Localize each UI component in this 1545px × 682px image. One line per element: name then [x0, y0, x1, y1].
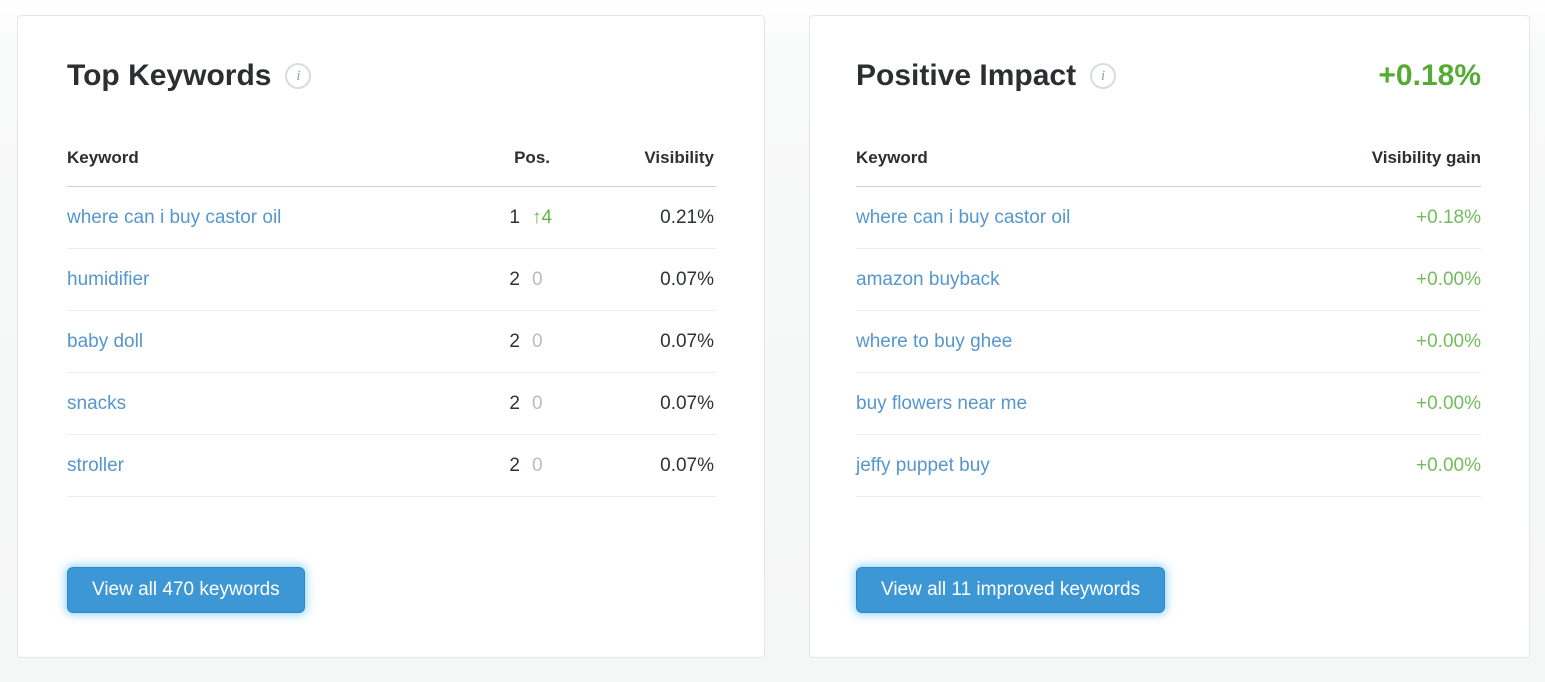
card-title: Top Keywords: [67, 59, 272, 92]
keyword-link[interactable]: jeffy puppet buy: [856, 454, 990, 476]
keyword-link[interactable]: humidifier: [67, 268, 150, 290]
table-row: where can i buy castor oil 1 ↑4 0.21%: [67, 187, 716, 249]
position-change: 4: [541, 206, 553, 228]
column-header-visibility: Visibility: [644, 148, 714, 167]
position-change: 0: [532, 392, 543, 414]
keyword-link[interactable]: snacks: [67, 392, 127, 414]
info-icon[interactable]: i: [285, 63, 312, 89]
positive-impact-card: Positive Impact i +0.18% Keyword Visibil…: [809, 15, 1530, 658]
column-header-keyword: Keyword: [856, 148, 928, 167]
position-value: 2: [509, 268, 520, 290]
visibility-value: 0.07%: [660, 392, 714, 414]
column-header-visibility-gain: Visibility gain: [1371, 148, 1481, 167]
visibility-gain-value: +0.00%: [1416, 330, 1481, 352]
view-all-keywords-button[interactable]: View all 470 keywords: [67, 567, 305, 613]
arrow-up-icon: ↑: [532, 206, 542, 228]
position-change: 0: [532, 268, 543, 290]
total-visibility-gain: +0.18%: [1378, 59, 1481, 92]
keyword-link[interactable]: buy flowers near me: [856, 392, 1028, 414]
keyword-link[interactable]: baby doll: [67, 330, 144, 352]
column-header-position: Pos.: [514, 148, 550, 167]
table-header-row: Keyword Visibility gain: [856, 148, 1481, 187]
top-keywords-card: Top Keywords i Keyword Pos. Visibility w…: [17, 15, 765, 658]
table-header-row: Keyword Pos. Visibility: [67, 148, 716, 187]
keyword-link[interactable]: stroller: [67, 454, 125, 476]
visibility-value: 0.07%: [660, 454, 714, 476]
column-header-keyword: Keyword: [67, 148, 139, 167]
table-row: where to buy ghee +0.00%: [856, 311, 1481, 373]
positive-impact-header: Positive Impact i +0.18%: [856, 58, 1481, 94]
keywords-dashboard: Top Keywords i Keyword Pos. Visibility w…: [17, 15, 1530, 658]
card-title: Positive Impact: [856, 59, 1077, 92]
position-value: 1: [509, 206, 520, 228]
table-row: where can i buy castor oil +0.18%: [856, 187, 1481, 249]
keyword-link[interactable]: amazon buyback: [856, 268, 1000, 290]
info-icon[interactable]: i: [1090, 63, 1117, 89]
keyword-link[interactable]: where can i buy castor oil: [67, 206, 282, 228]
visibility-value: 0.21%: [660, 206, 714, 228]
visibility-gain-value: +0.18%: [1416, 206, 1481, 228]
position-value: 2: [509, 454, 520, 476]
visibility-gain-value: +0.00%: [1416, 268, 1481, 290]
visibility-value: 0.07%: [660, 330, 714, 352]
position-change: 0: [532, 330, 543, 352]
position-change: 0: [532, 454, 543, 476]
top-keywords-header: Top Keywords i: [67, 58, 716, 94]
card-footer: View all 470 keywords: [67, 567, 716, 613]
table-row: amazon buyback +0.00%: [856, 249, 1481, 311]
keyword-link[interactable]: where can i buy castor oil: [856, 206, 1071, 228]
visibility-value: 0.07%: [660, 268, 714, 290]
view-all-improved-keywords-button[interactable]: View all 11 improved keywords: [856, 567, 1166, 613]
position-value: 2: [509, 392, 520, 414]
visibility-gain-value: +0.00%: [1416, 454, 1481, 476]
keyword-link[interactable]: where to buy ghee: [856, 330, 1013, 352]
position-value: 2: [509, 330, 520, 352]
table-row: buy flowers near me +0.00%: [856, 373, 1481, 435]
card-footer: View all 11 improved keywords: [856, 567, 1481, 613]
table-row: jeffy puppet buy +0.00%: [856, 435, 1481, 497]
visibility-gain-value: +0.00%: [1416, 392, 1481, 414]
